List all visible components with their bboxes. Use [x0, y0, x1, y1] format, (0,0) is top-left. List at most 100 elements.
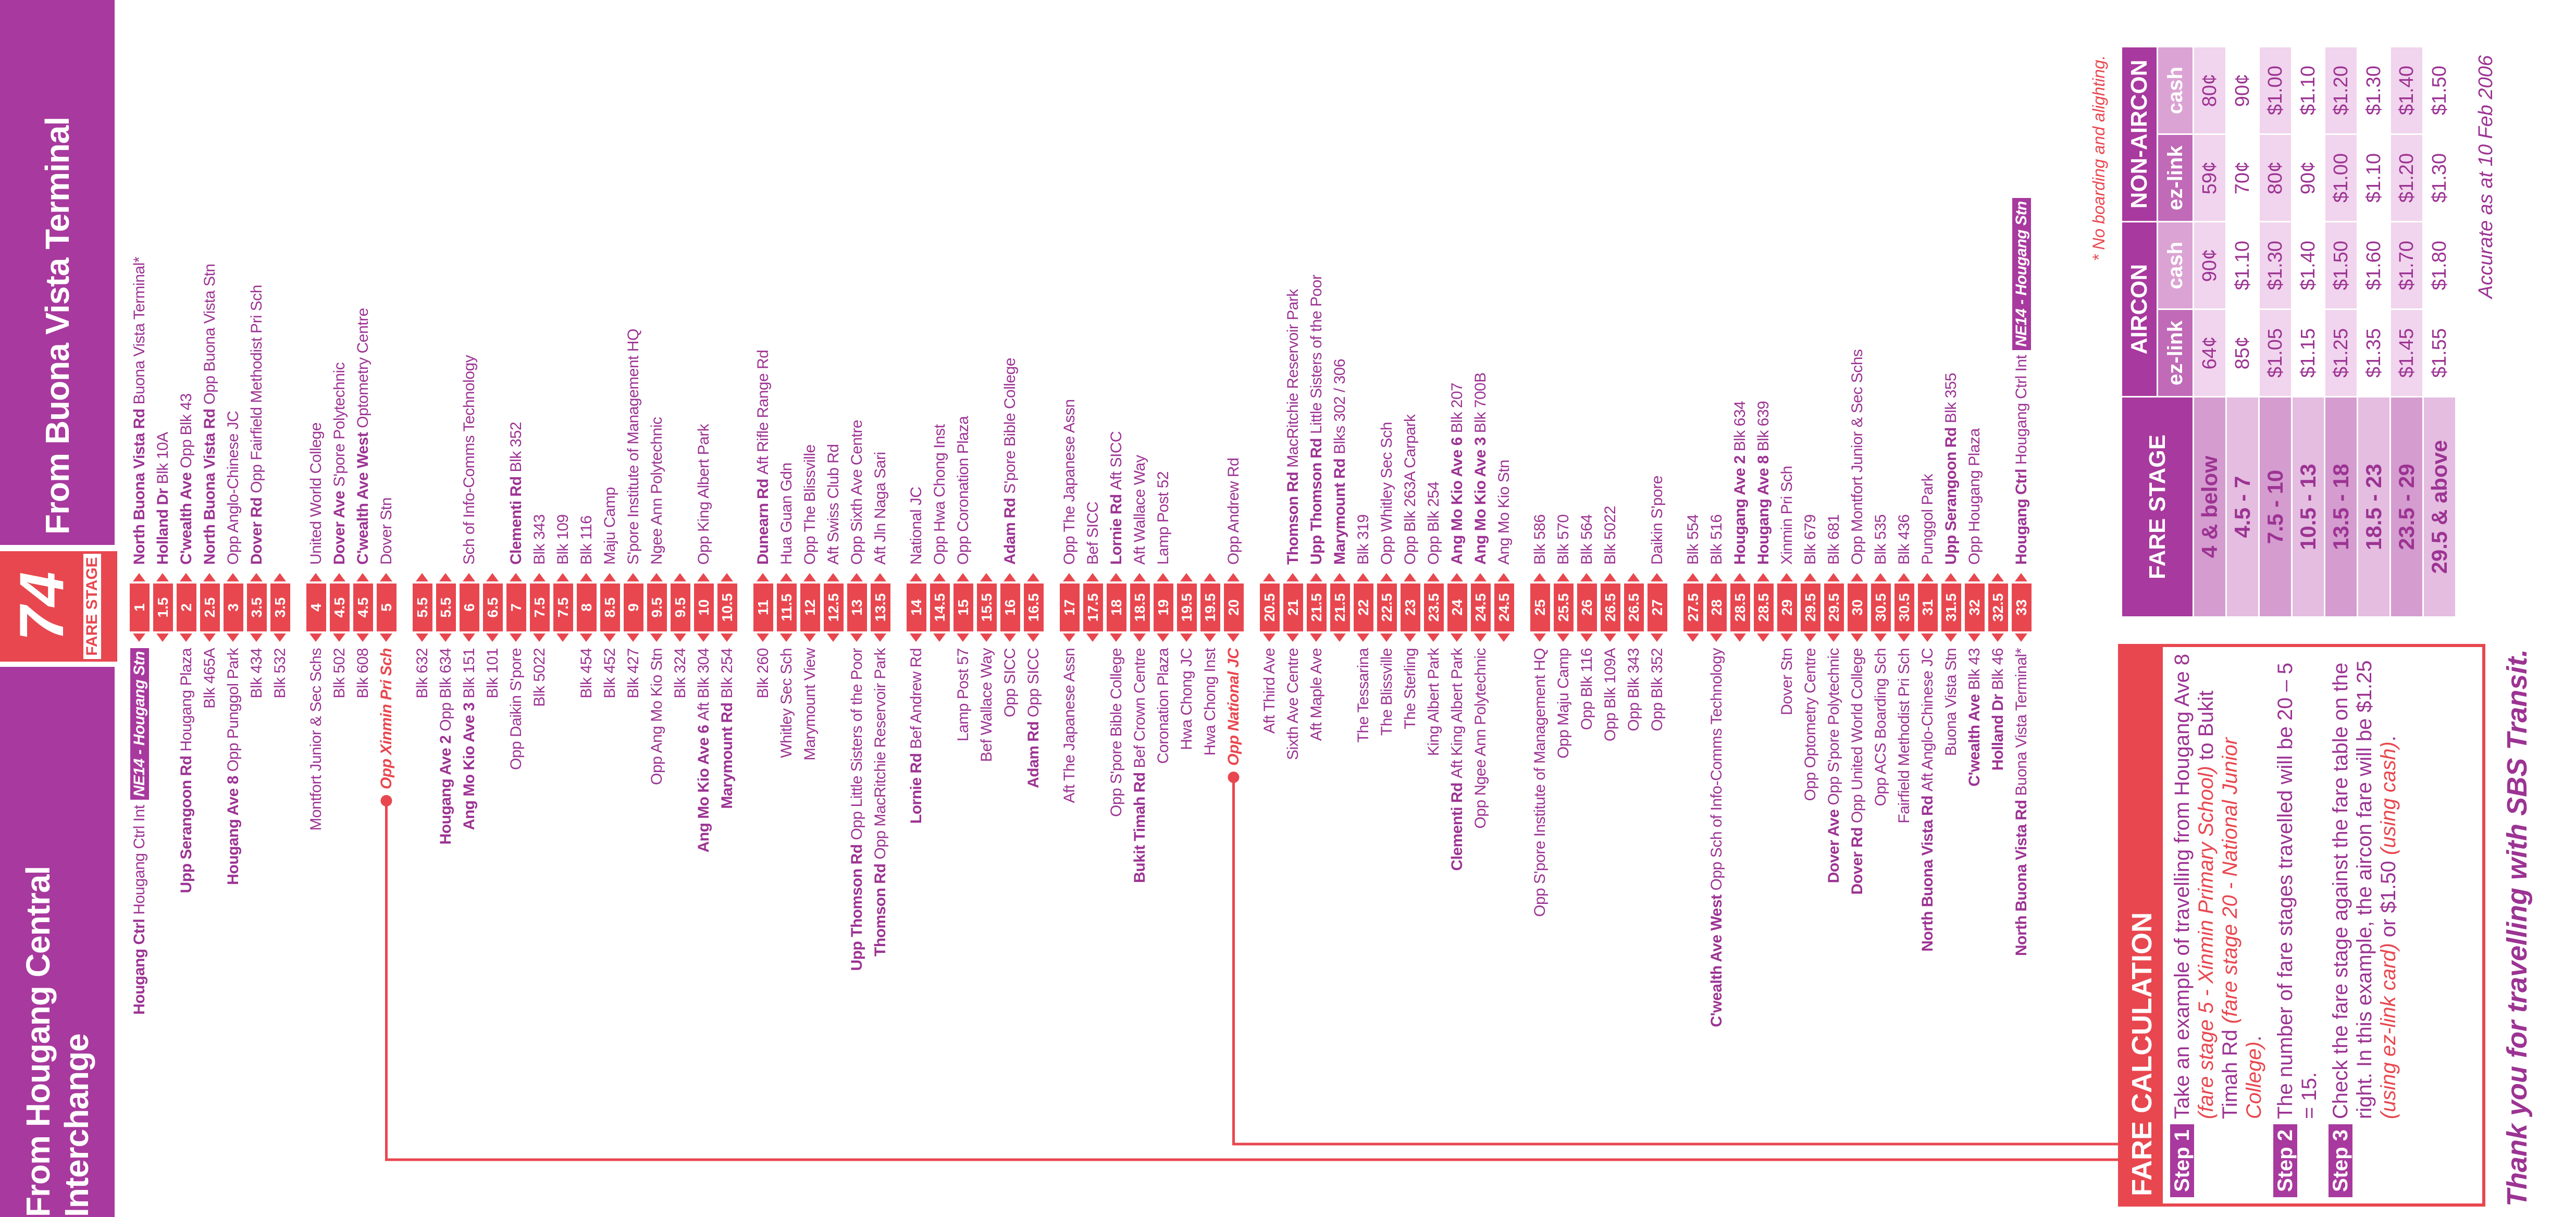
right-stop: Opp Hwa Chong Inst	[928, 2, 951, 565]
fare: $1.10	[2292, 46, 2325, 134]
right-stop: Sch of Info-Comms Technology	[457, 2, 481, 565]
stop-name: Blk 101	[484, 648, 501, 699]
stop-name: Opp Andrew Rd	[1225, 457, 1242, 565]
fare-stage: 28.5	[1730, 583, 1750, 631]
arrow	[1968, 573, 1980, 581]
thanks: Thank you for travelling with SBS Transi…	[2501, 649, 2533, 1207]
stop-name: Marymount View	[801, 648, 819, 761]
right-stop: North Buona Vista Rd Buona Vista Terminal…	[128, 2, 151, 565]
left-stop: Hougang Ave 8 Opp Punggol Park	[221, 648, 245, 1217]
arrow	[1110, 573, 1122, 581]
fare-calculation-title: FARE CALCULATION	[2121, 647, 2163, 1203]
right-stop: Opp Andrew Rd	[1222, 2, 1245, 565]
arrow	[1427, 573, 1440, 581]
fare-calculation: FARE CALCULATION Step 1 Take an example of…	[2118, 644, 2485, 1207]
arrow	[380, 634, 392, 642]
header-right-title: From Buona Vista Terminal	[39, 117, 76, 535]
fare: $1.10	[2357, 134, 2391, 222]
left-stop: Opp Blk 343	[1622, 648, 1645, 1217]
arrow	[416, 573, 428, 581]
left-stop: North Buona Vista Rd Buona Vista Terminal…	[2010, 648, 2033, 1217]
stop-name: Aft Maple Ave	[1308, 648, 1325, 741]
fare-stage: 19	[1153, 583, 1173, 631]
fare-stage: 5	[376, 583, 397, 631]
column-header: ez-link	[2157, 134, 2194, 222]
road-name: Adam Rd	[1001, 498, 1019, 565]
right-stop: Lamp Post 52	[1151, 2, 1175, 565]
stop-name: Blk 352	[507, 421, 525, 473]
fare: $1.60	[2357, 221, 2391, 309]
road-name: C'wealth Ave West	[1708, 895, 1725, 1027]
arrow	[1133, 634, 1146, 642]
stop-name: Blk 634	[1731, 401, 1749, 452]
arrow	[910, 573, 922, 581]
arrow	[1474, 573, 1487, 581]
stop-name: Blk 343	[531, 514, 548, 565]
stop-name: Opp MacRitchie Reservoir Park	[872, 648, 889, 860]
stop-name: Dover Stn	[1778, 648, 1795, 715]
arrow	[1991, 573, 2004, 581]
connector-line	[385, 801, 2118, 1161]
left-stop: Thomson Rd Opp MacRitchie Reservoir Park	[869, 648, 892, 1217]
stop-name: Blk 109	[554, 514, 572, 565]
arrow	[1157, 573, 1169, 581]
road-name: Lornie Rd	[908, 753, 925, 824]
column-header: ez-link	[2157, 309, 2194, 397]
stop-name: Hougang Ctrl Int	[2013, 355, 2030, 465]
right-stop: Opp Coronation Plaza	[951, 2, 975, 565]
arrow	[757, 634, 769, 642]
fare-stage: 3.5	[246, 583, 267, 631]
fare-stage: 6	[459, 583, 479, 631]
stop-name: Hwa Chong JC	[1178, 648, 1195, 750]
right-stop: Blk 319	[1352, 2, 1375, 565]
arrow	[1404, 634, 1416, 642]
highlight-stop: Opp Xinmin Pri Sch	[378, 648, 395, 789]
stop-name: Little Sisters of the Poor	[1308, 275, 1325, 434]
fare-stage: 30	[1847, 583, 1867, 631]
right-stop: Blk 343	[528, 2, 551, 565]
arrow	[250, 573, 263, 581]
fare: 85¢	[2226, 309, 2259, 397]
arrow	[1133, 573, 1146, 581]
arrow	[203, 634, 216, 642]
arrow	[1874, 573, 1887, 581]
stop-name: Blk 681	[1825, 514, 1842, 565]
stop-name: Blk 535	[1872, 514, 1889, 565]
fare-row: 7.5 - 10 $1.05 $1.30 80¢ $1.00	[2259, 46, 2292, 617]
left-stop: Lornie Rd Bef Andrew Rd	[905, 648, 928, 1217]
arrow	[510, 573, 522, 581]
fare-stage: 10	[693, 583, 714, 631]
arrow	[1310, 634, 1322, 642]
fare-stage: 9.5	[647, 583, 667, 631]
arrow	[933, 634, 946, 642]
left-stop: Opp Blk 116	[1575, 648, 1599, 1217]
right-stop: Marymount Rd Blks 302 / 306	[1328, 2, 1352, 565]
stop-name: Opp Anglo-Chinese JC	[225, 411, 242, 565]
fare-stage: 15	[953, 583, 973, 631]
fare-stage: 20	[1223, 583, 1244, 631]
stop-name: Opp Buona Vista Stn	[201, 264, 218, 405]
stop-name: Aft Third Ave	[1261, 648, 1278, 734]
stop-name: Opp National JC	[1225, 648, 1242, 766]
arrow	[1557, 634, 1569, 642]
stop-name: Sixth Ave Centre	[1284, 648, 1302, 760]
fare-stage: 4	[306, 583, 326, 631]
fare-stage: 10.5	[717, 583, 737, 631]
fare-stage: 27	[1647, 583, 1667, 631]
stop-name: Blk 46	[1989, 648, 2007, 690]
fare-stage: 14	[906, 583, 926, 631]
right-stop: Upp Serangoon Rd Blk 355	[1939, 2, 1963, 565]
stop-name: Opp SICC	[1025, 648, 1042, 717]
arrow	[1651, 634, 1663, 642]
left-stop: Montfort Junior & Sec Schs	[304, 648, 328, 1217]
step: Step 3 Check the fare stage against the f…	[2329, 653, 2400, 1197]
arrow	[356, 634, 369, 642]
fare-stage: 18	[1106, 583, 1126, 631]
fare-stage: 7.5	[553, 583, 573, 631]
arrow	[380, 573, 392, 581]
right-stop: Maju Camp	[598, 2, 622, 565]
road-name: Hougang Ave 2	[1731, 455, 1749, 565]
road-name: Ang Mo Kio Ave 6	[695, 725, 712, 853]
arrow	[1533, 573, 1546, 581]
